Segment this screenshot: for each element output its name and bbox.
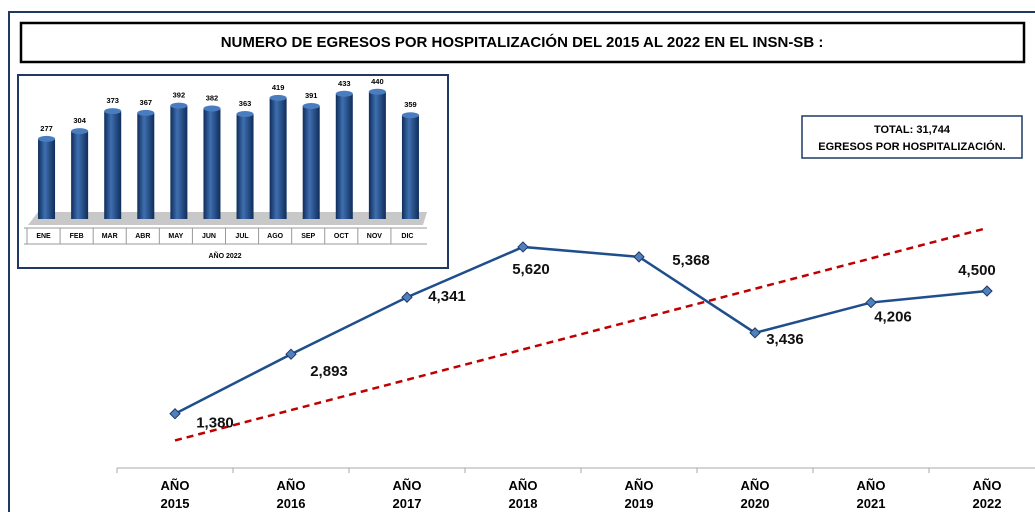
data-label: 440	[371, 77, 384, 86]
bar-top	[269, 94, 287, 101]
data-label: 304	[73, 116, 86, 125]
bar	[203, 108, 221, 219]
data-label: 359	[404, 100, 417, 109]
x-tick-label: OCT	[334, 233, 350, 240]
x-tick-label: MAR	[102, 233, 118, 240]
x-tick-label: JUN	[202, 233, 216, 240]
bar-top	[236, 111, 254, 118]
x-tick-label: AÑO 2015	[161, 478, 190, 511]
bar-top	[38, 135, 56, 142]
x-tick-label: NOV	[367, 233, 383, 240]
marker	[633, 251, 645, 263]
annotation: EGRESOS POR HOSPITALIZACIÓN.	[818, 140, 1005, 153]
data-label: 3,436	[766, 331, 804, 348]
frame	[8, 11, 1035, 512]
bar	[401, 115, 419, 219]
marker	[169, 408, 181, 420]
bar-top	[170, 102, 188, 109]
x-tick-label: AÑO 2018	[509, 478, 538, 511]
bar	[368, 91, 386, 219]
data-label: 392	[173, 91, 186, 100]
data-label: 382	[206, 94, 219, 103]
x-tick-label: AÑO 2022	[973, 478, 1002, 511]
bar-top	[203, 105, 221, 112]
data-label: 367	[140, 98, 153, 107]
bar	[302, 105, 320, 219]
annotation: TOTAL: 31,744	[874, 124, 951, 136]
x-tick-label: JUL	[235, 233, 249, 240]
bar	[269, 97, 287, 219]
bar	[335, 93, 353, 219]
x-tick-label: AÑO 2020	[741, 478, 770, 511]
data-label: 277	[40, 124, 53, 133]
bar-top	[104, 108, 122, 115]
x-tick-label: MAY	[168, 233, 183, 240]
bar	[38, 138, 56, 219]
data-label: 1,380	[196, 415, 234, 432]
floor	[28, 212, 427, 225]
bar	[236, 114, 254, 219]
x-tick-label: FEB	[70, 233, 84, 240]
x-tick-label: DIC	[401, 233, 413, 240]
x-tick-label: AÑO 2019	[625, 478, 654, 511]
bar-top	[368, 88, 386, 95]
bar	[71, 131, 89, 219]
x-tick-label: AÑO 2021	[857, 478, 886, 511]
marker	[981, 285, 993, 297]
x-tick-label: AGO	[267, 233, 284, 240]
x-tick-label: SEP	[301, 233, 315, 240]
marker	[517, 241, 529, 253]
x-axis-label: AÑO 2022	[208, 251, 241, 260]
bar-top	[335, 90, 353, 97]
x-tick-label: ENE	[36, 233, 51, 240]
data-label: 5,368	[672, 252, 710, 269]
data-label: 4,341	[428, 288, 466, 305]
data-label: 2,893	[310, 363, 348, 380]
marker	[401, 291, 413, 303]
data-label: 433	[338, 79, 351, 88]
data-label: 363	[239, 99, 252, 108]
bar-top	[71, 128, 89, 135]
marker	[749, 327, 761, 339]
x-tick-label: ABR	[135, 233, 150, 240]
trendline	[174, 226, 988, 442]
data-label: 419	[272, 83, 285, 92]
bar	[137, 112, 155, 219]
marker	[865, 296, 877, 309]
x-tick-label: AÑO 2017	[393, 478, 422, 511]
data-label: 5,620	[512, 261, 550, 278]
bar-top	[137, 109, 155, 116]
title-box	[19, 21, 1026, 64]
total-box	[801, 115, 1023, 159]
chart-title: NUMERO DE EGRESOS POR HOSPITALIZACIÓN DE…	[221, 33, 824, 51]
data-label: 391	[305, 91, 318, 100]
bar-top	[401, 112, 419, 119]
line	[174, 245, 988, 415]
data-label: 4,500	[958, 262, 996, 279]
bar	[170, 105, 188, 219]
bar-top	[302, 102, 320, 109]
bar	[104, 111, 122, 219]
data-label: 373	[106, 96, 119, 105]
marker	[285, 348, 297, 360]
data-label: 4,206	[874, 309, 912, 326]
x-tick-label: AÑO 2016	[277, 478, 306, 511]
